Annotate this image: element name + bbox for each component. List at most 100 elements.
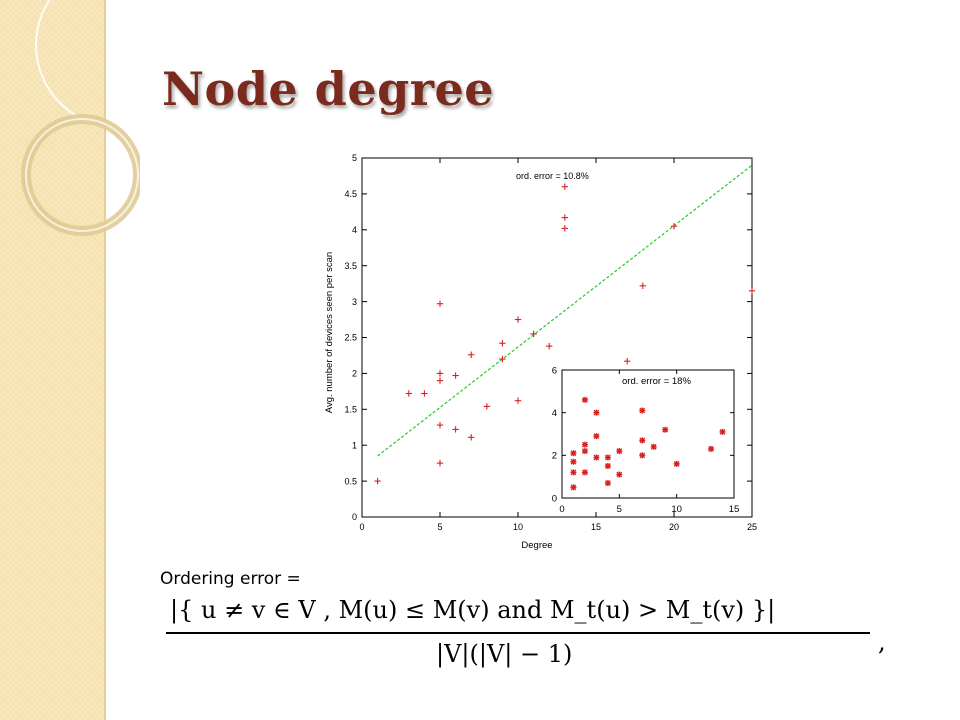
main-data-point: [624, 357, 631, 365]
inset-y-tick-label: 6: [552, 365, 557, 376]
point-stroke-d2: [570, 469, 577, 476]
inset-data-point: [593, 454, 600, 461]
main-y-tick-label: 4: [352, 225, 357, 235]
main-x-tick-label: 15: [591, 522, 601, 532]
main-data-point: [483, 403, 490, 410]
inset-data-point: [593, 433, 600, 440]
inset-data-point: [570, 469, 577, 476]
point-stroke-d2: [582, 396, 588, 403]
main-data-point: [468, 351, 475, 358]
point-stroke-d2: [673, 460, 680, 467]
inset-data-point: [581, 469, 588, 476]
main-data-point: [530, 330, 537, 338]
main-x-tick-label: 5: [437, 522, 442, 532]
inset-data-point: [604, 454, 611, 461]
x-axis-label: Degree: [521, 540, 552, 551]
main-y-tick-label: 0: [352, 512, 357, 522]
main-data-point: [436, 421, 444, 429]
inset-data-point: [639, 437, 646, 444]
main-data-point: [514, 397, 522, 404]
inset-data-point: [570, 484, 577, 491]
main-y-tick-label: 3.5: [344, 261, 357, 271]
main-data-point: [561, 214, 568, 221]
inset-y-tick-label: 2: [552, 451, 557, 462]
point-stroke-d2: [593, 433, 600, 440]
point-stroke-d2: [604, 463, 611, 469]
main-x-tick-label: 0: [359, 522, 364, 532]
point-stroke-d2: [593, 409, 600, 416]
main-data-point: [436, 300, 444, 307]
point-stroke-d2: [639, 407, 646, 414]
inset-data-point: [708, 445, 715, 452]
main-data-point: [639, 282, 646, 290]
inset-x-tick-label: 15: [729, 504, 740, 515]
point-stroke-d2: [582, 441, 588, 448]
inset-data-point: [639, 407, 646, 414]
point-stroke-d2: [570, 450, 577, 457]
inset-data-point: [581, 448, 588, 455]
formula-comma: ,: [878, 628, 886, 656]
fit-line: [377, 164, 753, 457]
inset-y-tick-label: 4: [552, 408, 557, 419]
point-stroke-d2: [719, 428, 726, 435]
inset-data-point: [570, 458, 577, 465]
y-axis-label: Avg. number of devices seen per scan: [324, 252, 335, 413]
inset-data-point: [604, 463, 611, 469]
inset-x-tick-label: 0: [559, 504, 564, 515]
inset-annotation: ord. error = 18%: [622, 376, 691, 387]
main-data-point: [499, 340, 506, 347]
point-stroke-d2: [570, 484, 577, 491]
inset-data-point: [650, 443, 657, 450]
main-data-point: [436, 377, 444, 384]
point-stroke-d2: [604, 480, 611, 486]
main-y-tick-label: 3: [352, 297, 357, 307]
main-x-tick-label: 10: [513, 522, 523, 532]
point-stroke-d2: [708, 446, 714, 452]
decorative-rings: [21, 0, 140, 236]
main-data-point: [436, 459, 444, 467]
main-annotation: ord. error = 10.8%: [516, 171, 589, 181]
point-stroke-d2: [604, 454, 611, 461]
main-data-point: [748, 287, 756, 295]
main-data-point: [468, 434, 475, 441]
main-y-tick-label: 4.5: [344, 189, 357, 199]
main-data-point: [405, 390, 412, 397]
inset-y-tick-label: 0: [552, 493, 557, 504]
inset-data-point: [604, 480, 611, 487]
main-x-tick-label: 20: [669, 522, 679, 532]
slide-title: Node degree: [162, 62, 495, 116]
main-y-tick-label: 5: [352, 153, 357, 163]
inset-data-point: [616, 448, 623, 455]
main-y-tick-label: 1: [352, 440, 357, 450]
main-data-point: [670, 223, 678, 230]
inset-data-point: [570, 450, 577, 457]
point-stroke-d2: [650, 443, 657, 450]
main-data-point: [421, 390, 428, 397]
main-data-point: [546, 342, 553, 350]
inset-data-point: [639, 452, 646, 459]
inset-data-point: [719, 428, 726, 435]
main-data-point: [561, 225, 568, 232]
formula-numerator: |{ u ≠ v ∈ V , M(u) ≤ M(v) and M_t(u) > …: [170, 596, 776, 624]
ordering-error-formula: |{ u ≠ v ∈ V , M(u) ≤ M(v) and M_t(u) > …: [166, 594, 906, 684]
point-stroke-d2: [616, 471, 623, 478]
main-y-tick-label: 2.5: [344, 333, 357, 343]
formula-fraction-bar: [166, 632, 870, 634]
inset-data-point: [662, 426, 669, 433]
main-data-point: [452, 426, 459, 433]
inset-data-point: [581, 396, 588, 403]
sidebar-edge: [104, 0, 106, 720]
point-stroke-d2: [639, 452, 646, 459]
inset-x-tick-label: 10: [671, 504, 682, 515]
inset-data-point: [673, 460, 680, 467]
main-data-point: [499, 355, 506, 363]
main-data-point: [452, 372, 459, 379]
main-x-tick-label: 25: [747, 522, 757, 532]
point-stroke-d2: [582, 448, 588, 454]
main-y-tick-label: 2: [352, 369, 357, 379]
inset-plot-frame: [561, 369, 735, 499]
inset-x-tick-label: 5: [617, 504, 622, 515]
point-stroke-d2: [616, 448, 623, 454]
point-stroke-d2: [593, 454, 600, 461]
main-data-point: [514, 316, 522, 323]
